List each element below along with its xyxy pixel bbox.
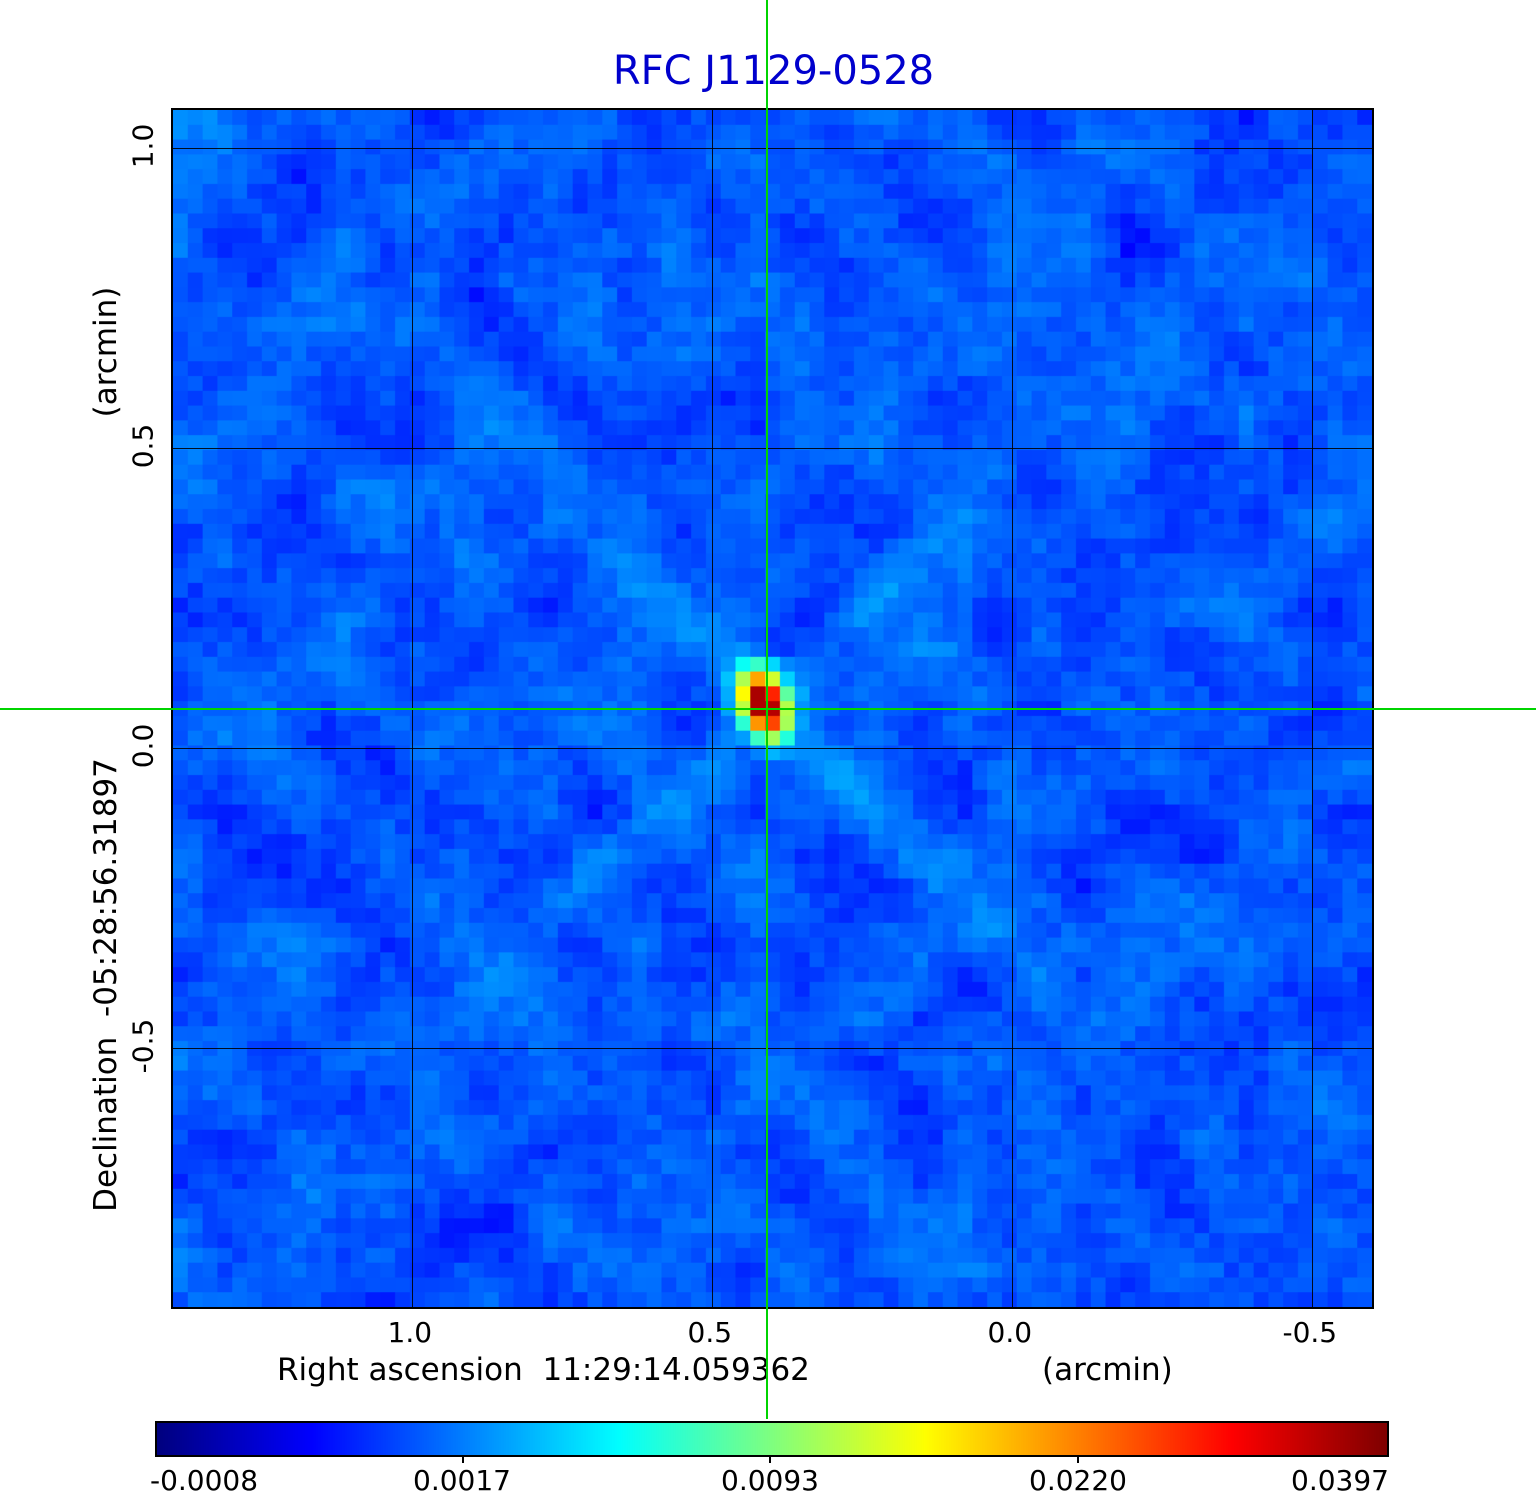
colorbar-tick (769, 1455, 771, 1463)
gridline-horizontal (173, 748, 1372, 749)
plot-title: RFC J1129-0528 (612, 48, 935, 94)
x-tick-label: 0.0 (987, 1316, 1033, 1349)
gridline-horizontal (173, 148, 1372, 149)
y-tick-label: 1.0 (126, 123, 160, 169)
crosshair-vertical-line (766, 0, 768, 1419)
gridline-horizontal (173, 1048, 1372, 1049)
x-axis-label: Right ascension 11:29:14.059362 (277, 1352, 810, 1388)
x-tick-label: 0.5 (687, 1316, 733, 1349)
crosshair-horizontal-line (0, 708, 1536, 710)
colorbar-gradient (157, 1423, 1387, 1455)
colorbar (155, 1421, 1389, 1457)
x-tick-label: 1.0 (387, 1316, 433, 1349)
colorbar-tick (461, 1455, 464, 1463)
colorbar-tick (1076, 1455, 1079, 1463)
y-tick-label: -0.5 (126, 1018, 160, 1074)
colorbar-tick-label: 0.0093 (721, 1464, 819, 1497)
y-tick-label: 0.5 (126, 423, 160, 469)
x-axis-unit-label: (arcmin) (1042, 1352, 1173, 1388)
y-tick-label: 0.0 (126, 723, 160, 769)
colorbar-tick-label: 0.0220 (1029, 1464, 1127, 1497)
colorbar-tick-label: 0.0017 (413, 1464, 511, 1497)
x-tick-label: -0.5 (1282, 1316, 1338, 1349)
gridline-horizontal (173, 448, 1372, 449)
y-axis-label: Declination -05:28:56.31897 (88, 758, 124, 1212)
colorbar-tick-label: -0.0008 (149, 1464, 259, 1497)
y-axis-unit-label: (arcmin) (88, 286, 124, 418)
colorbar-tick-label: 0.0397 (1291, 1464, 1389, 1497)
